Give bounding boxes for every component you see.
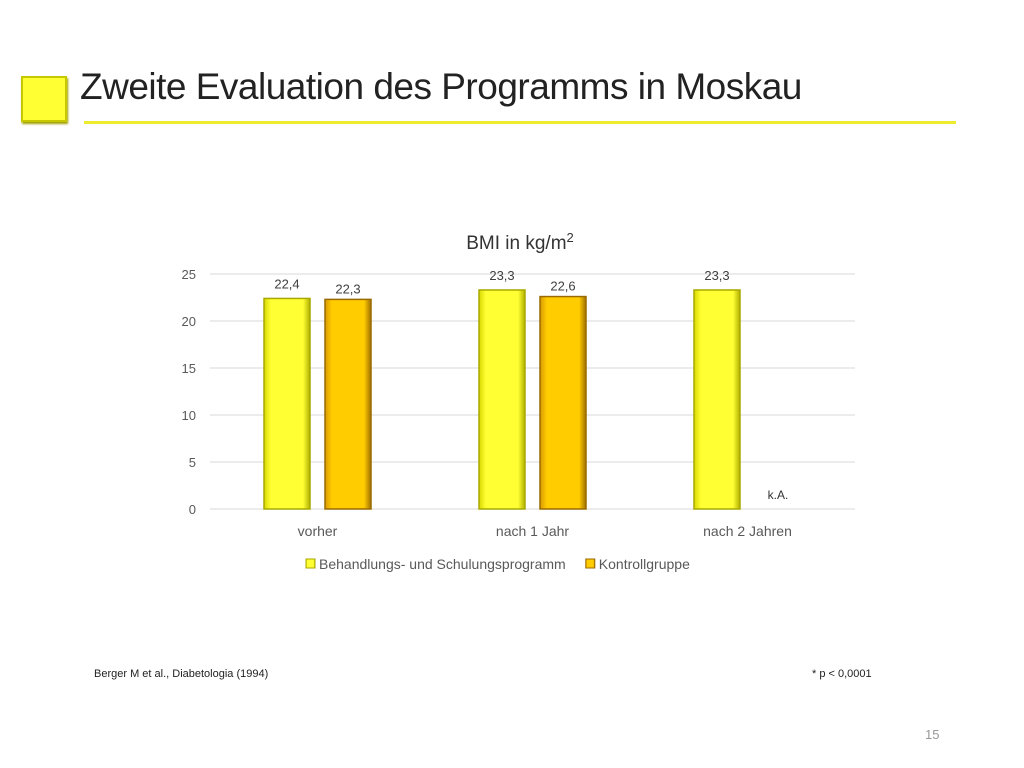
page-number: 15 bbox=[925, 727, 940, 742]
y-tick-label: 10 bbox=[182, 408, 196, 423]
legend-entry: Kontrollgruppe bbox=[599, 556, 690, 572]
bar bbox=[693, 289, 741, 510]
x-tick-label: vorher bbox=[298, 523, 338, 539]
bar bbox=[478, 289, 526, 510]
data-label: 22,4 bbox=[274, 276, 299, 291]
data-label: 22,6 bbox=[550, 279, 575, 294]
x-tick-label: nach 2 Jahren bbox=[703, 523, 792, 539]
x-axis-ticks: vorher nach 1 Jahr nach 2 Jahren bbox=[298, 523, 792, 539]
legend-swatch bbox=[585, 558, 596, 569]
x-tick-label: nach 1 Jahr bbox=[496, 523, 569, 539]
data-labels: 22,4 22,3 23,3 22,6 23,3 k.A. bbox=[274, 268, 788, 502]
bar bbox=[324, 298, 372, 510]
data-label: 22,3 bbox=[335, 281, 360, 296]
legend-entry: Behandlungs- und Schulungsprogramm bbox=[319, 556, 566, 572]
grid-lines bbox=[210, 273, 855, 510]
y-tick-label: 15 bbox=[182, 361, 196, 376]
data-label: 23,3 bbox=[704, 268, 729, 283]
significance-footnote: * p < 0,0001 bbox=[812, 668, 872, 680]
data-label: k.A. bbox=[768, 488, 789, 502]
bar bbox=[539, 295, 587, 510]
y-tick-label: 5 bbox=[189, 455, 196, 470]
slide-title: Zweite Evaluation des Programms in Moska… bbox=[80, 66, 802, 107]
y-axis-ticks: 0 5 10 15 20 25 bbox=[182, 267, 196, 517]
title-accent-square bbox=[21, 76, 67, 122]
chart-title: BMI in kg/m2 bbox=[466, 230, 574, 254]
y-tick-label: 25 bbox=[182, 267, 196, 282]
citation: Berger M et al., Diabetologia (1994) bbox=[94, 668, 269, 680]
bars bbox=[263, 289, 741, 510]
title-underline bbox=[84, 121, 956, 124]
data-label: 23,3 bbox=[489, 268, 514, 283]
legend-swatch bbox=[305, 558, 316, 569]
bar bbox=[263, 297, 311, 510]
y-tick-label: 0 bbox=[189, 502, 196, 517]
legend: Behandlungs- und Schulungsprogramm Kontro… bbox=[305, 556, 690, 572]
y-tick-label: 20 bbox=[182, 314, 196, 329]
